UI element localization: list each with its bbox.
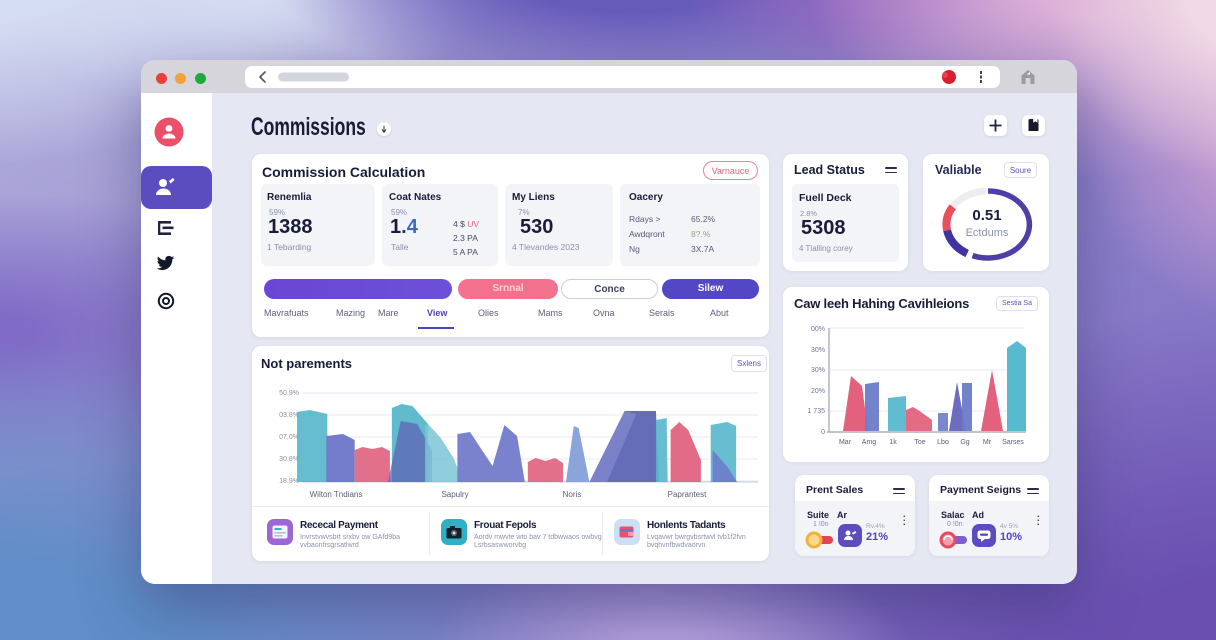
svg-text:Paprantest: Paprantest <box>668 490 707 499</box>
svg-text:Wilton Tndians: Wilton Tndians <box>310 490 363 499</box>
svg-text:00%: 00% <box>811 326 825 333</box>
svg-text:Sapulry: Sapulry <box>441 490 468 499</box>
svg-text:Noris: Noris <box>563 490 582 499</box>
svg-text:Mar: Mar <box>839 439 852 446</box>
svg-text:18.9%: 18.9% <box>279 478 299 485</box>
svg-text:Toe: Toe <box>914 439 925 446</box>
svg-text:30%: 30% <box>811 367 825 374</box>
svg-text:Amg: Amg <box>862 439 877 446</box>
svg-text:0: 0 <box>821 429 825 436</box>
svg-text:Lbo: Lbo <box>937 439 949 446</box>
svg-text:0.51: 0.51 <box>972 207 1001 224</box>
svg-text:Mr: Mr <box>983 439 992 446</box>
svg-text:30%: 30% <box>811 347 825 354</box>
svg-text:Sarses: Sarses <box>1002 439 1024 446</box>
svg-text:1k: 1k <box>889 439 897 446</box>
svg-text:30.8%: 30.8% <box>279 456 299 463</box>
svg-text:20%: 20% <box>811 388 825 395</box>
svg-text:Gg: Gg <box>960 439 969 446</box>
svg-text:1 735: 1 735 <box>807 408 825 415</box>
svg-text:03.8%: 03.8% <box>279 412 299 419</box>
svg-text:Ectdums: Ectdums <box>966 227 1009 239</box>
svg-text:07.0%: 07.0% <box>279 434 299 441</box>
svg-text:50.9%: 50.9% <box>279 390 299 397</box>
